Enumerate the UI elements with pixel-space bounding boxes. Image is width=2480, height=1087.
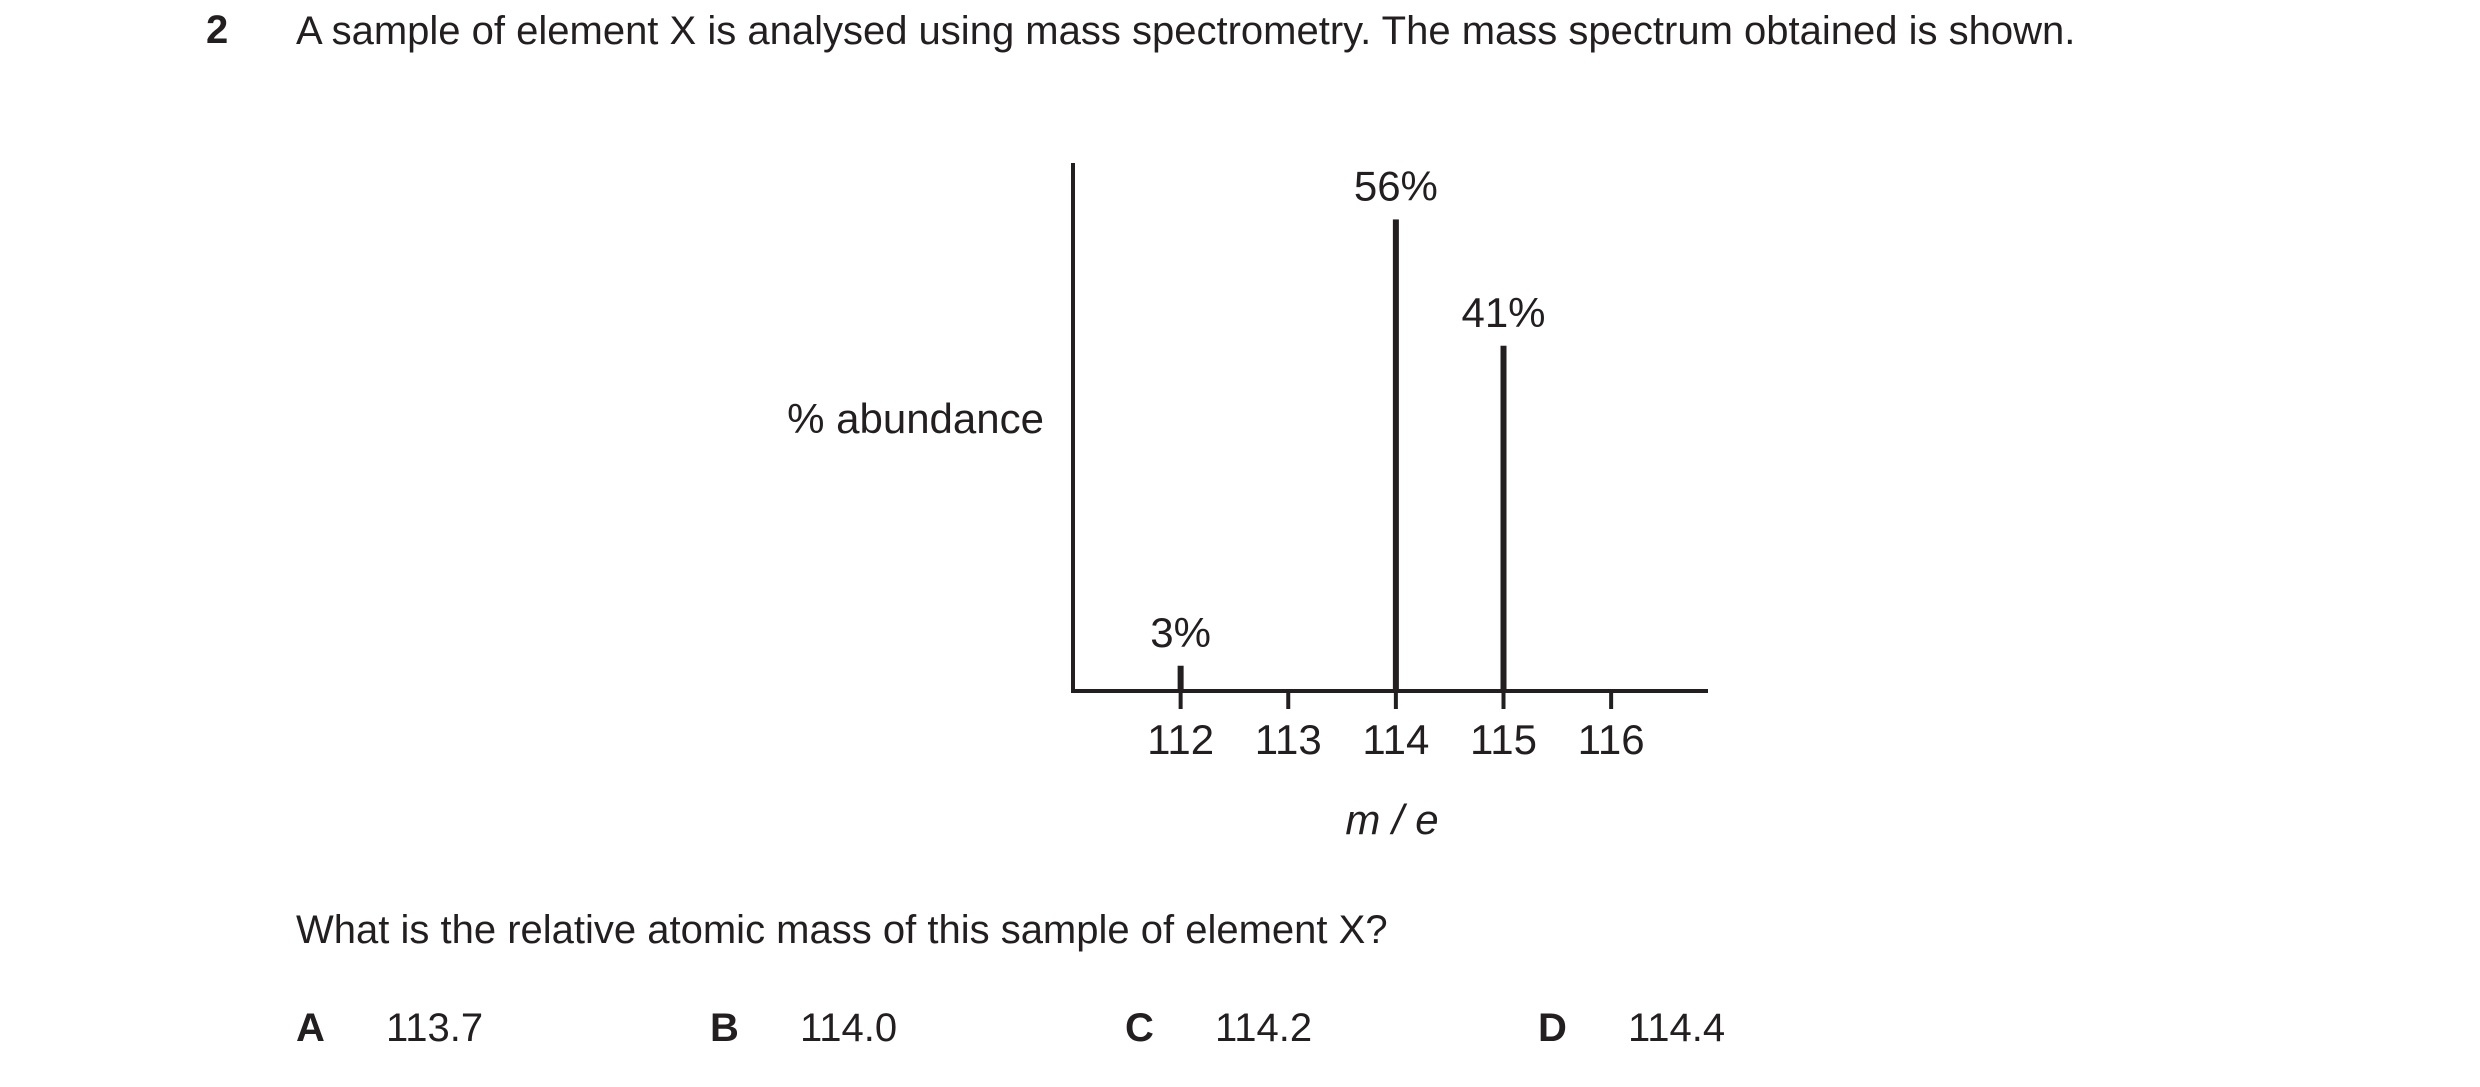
x-tick-label: 113	[1255, 716, 1322, 763]
prompt: What is the relative atomic mass of this…	[296, 908, 1388, 952]
bar	[1177, 665, 1184, 691]
x-tick-label: 115	[1470, 716, 1537, 763]
value-label: 41%	[1461, 289, 1545, 336]
x-tick-label: 116	[1578, 716, 1645, 763]
value-label: 3%	[1150, 609, 1211, 656]
question-text: A sample of element X is analysed using …	[296, 9, 2076, 53]
x-tick-label: 112	[1147, 716, 1214, 763]
bar	[1500, 345, 1507, 691]
option-letter: D	[1538, 1006, 1567, 1050]
option-letter: B	[710, 1006, 739, 1050]
option-value: 113.7	[386, 1006, 484, 1050]
option-value: 114.4	[1628, 1006, 1726, 1050]
bar	[1392, 219, 1399, 691]
option-letter: A	[296, 1006, 325, 1050]
x-axis-label: m / e	[1345, 796, 1438, 843]
y-axis-label: % abundance	[787, 395, 1044, 442]
x-tick-label: 114	[1362, 716, 1429, 763]
value-label: 56%	[1354, 163, 1438, 210]
option-value: 114.2	[1215, 1006, 1313, 1050]
option-value: 114.0	[800, 1006, 898, 1050]
option-letter: C	[1125, 1006, 1154, 1050]
question-number: 2	[206, 8, 229, 52]
chart: % abundance m / e 112 113 114 115 116 3% 56% 41…	[787, 163, 1708, 843]
